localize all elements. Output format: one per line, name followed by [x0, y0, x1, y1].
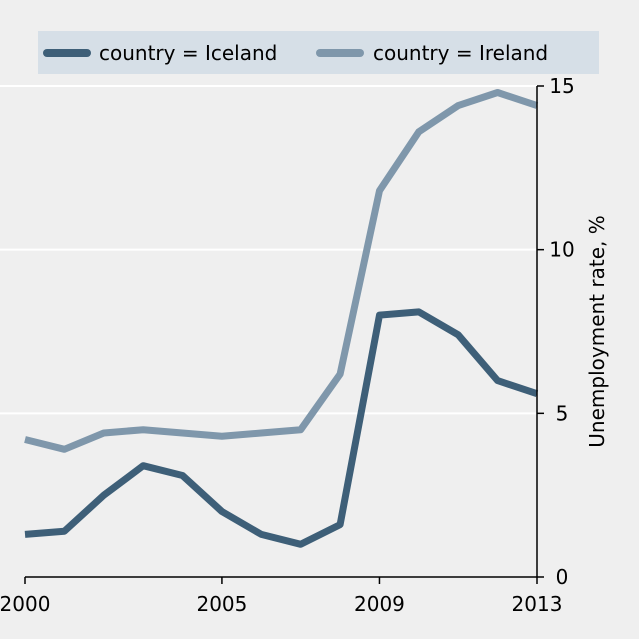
y-tick-label-5: 5	[556, 401, 569, 425]
y-tick-label-15: 15	[549, 74, 574, 98]
gridlines	[0, 85, 537, 415]
x-tick-label-2013: 2013	[512, 592, 563, 616]
legend-label-ireland: country = Ireland	[373, 41, 548, 65]
series-line-iceland	[24, 308, 539, 548]
y-axis: 0 5 10 15 Unemployment rate, %	[536, 74, 609, 589]
y-tick-label-0: 0	[556, 565, 569, 589]
y-tick-label-10: 10	[549, 238, 574, 262]
x-tick-label-2005: 2005	[196, 592, 247, 616]
x-tick-label-2000: 2000	[0, 592, 50, 616]
series-line-ireland	[24, 89, 539, 453]
legend-label-iceland: country = Iceland	[99, 41, 277, 65]
x-tick-label-2009: 2009	[354, 592, 405, 616]
series-lines	[24, 89, 539, 548]
legend: country = Iceland country = Ireland	[38, 31, 599, 74]
x-axis: 2000 2005 2009 2013	[0, 576, 563, 616]
y-axis-title: Unemployment rate, %	[585, 215, 609, 447]
